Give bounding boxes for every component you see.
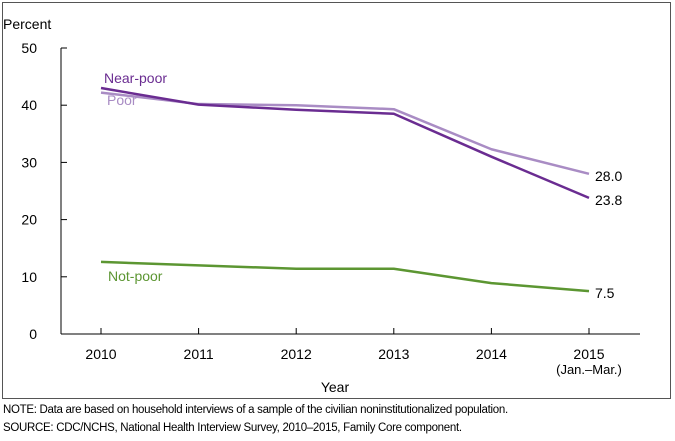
y-tick-label: 30 xyxy=(21,154,37,170)
x-tick-label: 2011 xyxy=(184,346,214,362)
data-label-not-poor: 7.5 xyxy=(595,285,615,301)
series-label-poor: Poor xyxy=(107,92,137,108)
x-axis-title: Year xyxy=(321,379,350,395)
x-tick-label: 2012 xyxy=(281,346,312,362)
series-line-poor xyxy=(100,91,590,176)
data-label-near-poor: 23.8 xyxy=(595,192,622,208)
x-tick-label: 2014 xyxy=(476,346,507,362)
x-tick-label: 2013 xyxy=(378,346,409,362)
y-tick-label: 20 xyxy=(21,212,37,228)
x-tick-label: 2015 xyxy=(573,346,604,362)
x-tick-label: 2010 xyxy=(85,346,116,362)
line-chart: 0 10 20 30 40 50 2010 2011 2012 2013 2014 2015(Jan.… xyxy=(3,16,640,395)
data-label-poor: 28.0 xyxy=(595,168,622,184)
x-tick-sublabel: (Jan.–Mar.) xyxy=(556,362,622,377)
chart-frame xyxy=(2,2,671,399)
chart-note: NOTE: Data are based on household interv… xyxy=(3,404,508,416)
series-label-not-poor: Not-poor xyxy=(108,268,163,284)
y-axis-title: Percent xyxy=(3,16,51,32)
y-tick-label: 0 xyxy=(29,326,37,342)
y-tick-label: 10 xyxy=(21,269,37,285)
y-tick-label: 40 xyxy=(21,97,37,113)
y-tick-label: 50 xyxy=(21,40,37,56)
chart-source: SOURCE: CDC/NCHS, National Health Interv… xyxy=(3,422,462,434)
series-label-near-poor: Near-poor xyxy=(104,70,167,86)
series-line-not-poor xyxy=(100,260,590,293)
series-line-near-poor xyxy=(100,86,590,200)
